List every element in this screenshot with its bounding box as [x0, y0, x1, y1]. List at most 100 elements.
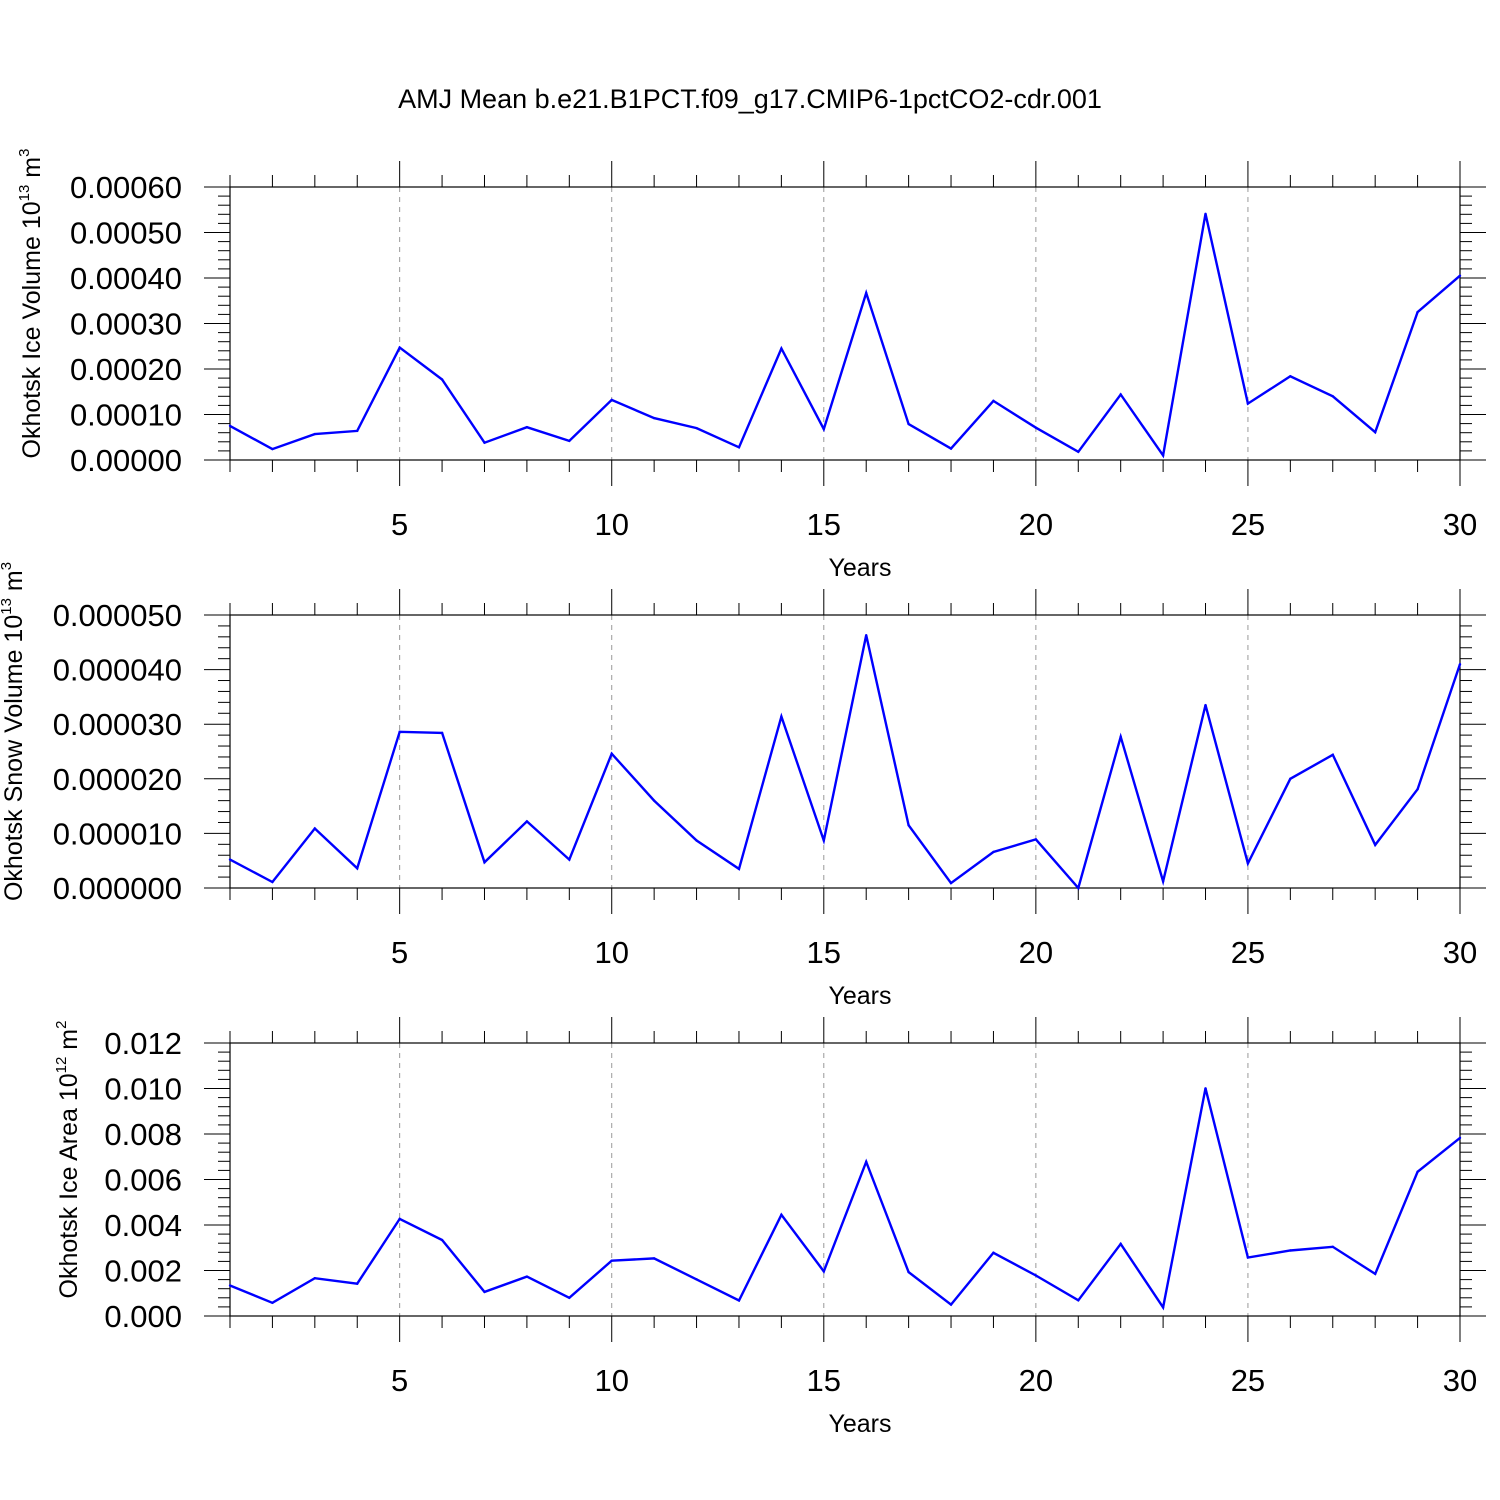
data-point: [1373, 843, 1377, 847]
panel-3: 5 10 15 20 25 30 Years 0.000 0.002 0.004 0.006 0.00…: [53, 1017, 1486, 1438]
x-tick-label: 30: [1443, 507, 1477, 542]
x-axis-label: Years: [828, 982, 891, 1010]
data-point: [356, 429, 359, 433]
data-point: [398, 730, 401, 734]
data-point: [440, 378, 444, 381]
y-tick-label: 0.000050: [53, 598, 182, 633]
data-point: [1077, 450, 1080, 454]
data-point: [610, 398, 613, 402]
panel-2: 5 10 15 20 25 30 Years 0.000000 0.000010 0.000020…: [0, 562, 1486, 1010]
y-tick-label: 0.006: [104, 1163, 182, 1198]
data-point: [652, 1257, 656, 1260]
x-axis-label: Years: [828, 1410, 891, 1438]
data-point: [1331, 753, 1334, 756]
y-tick-label: 0.00020: [70, 352, 182, 387]
y-tick-label: 0.000010: [53, 816, 182, 851]
data-point: [1373, 1272, 1377, 1276]
y-axis-label: Okhotsk Ice Volume 1013 m3: [16, 149, 46, 459]
data-point: [271, 1301, 274, 1305]
data-point: [1331, 395, 1334, 398]
data-point: [483, 861, 486, 864]
data-point: [737, 1299, 741, 1302]
data-point: [1289, 777, 1292, 780]
data-point: [271, 880, 274, 884]
x-tick-label: 5: [391, 935, 408, 970]
data-point: [1204, 703, 1207, 707]
data-point: [1034, 1274, 1038, 1277]
x-tick-label: 20: [1019, 1363, 1053, 1398]
data-point: [1458, 1136, 1462, 1140]
y-tick-label: 0.00040: [70, 261, 182, 296]
data-point: [398, 1217, 401, 1221]
data-point: [822, 427, 825, 431]
data-point: [652, 799, 656, 802]
x-tick-label: 30: [1443, 935, 1477, 970]
data-point: [907, 422, 910, 426]
data-point: [483, 441, 486, 444]
data-point: [568, 1296, 571, 1300]
y-tick-label: 0.00060: [70, 170, 182, 205]
plot-frame: [229, 186, 1461, 461]
data-point: [695, 426, 698, 430]
data-point: [1458, 274, 1462, 277]
data-point: [865, 291, 868, 295]
data-point: [1161, 880, 1165, 883]
data-point: [1246, 1256, 1250, 1259]
data-point: [313, 827, 317, 830]
data-point: [737, 867, 741, 871]
plot-frame: [229, 614, 1461, 889]
series-line: [229, 213, 1461, 459]
data-point: [228, 1284, 232, 1287]
data-point: [228, 858, 232, 861]
data-point: [1458, 662, 1462, 666]
x-tick-label: 30: [1443, 1363, 1477, 1398]
y-tick-label: 0.000030: [53, 707, 182, 742]
data-point: [949, 447, 953, 450]
x-tick-label: 10: [594, 507, 628, 542]
data-point: [907, 1270, 910, 1274]
chart-title: AMJ Mean b.e21.B1PCT.f09_g17.CMIP6-1pctC…: [398, 84, 1102, 114]
data-point: [695, 1278, 698, 1281]
data-point: [907, 824, 910, 827]
data-point: [1204, 212, 1207, 216]
data-point: [949, 1303, 953, 1306]
data-point: [992, 1251, 995, 1254]
data-point: [356, 1282, 359, 1285]
y-tick-label: 0.010: [104, 1072, 182, 1107]
x-tick-label: 15: [807, 1363, 841, 1398]
y-tick-label: 0.000040: [53, 653, 182, 688]
data-point: [228, 424, 232, 428]
data-point: [525, 426, 529, 429]
data-point: [1077, 1299, 1080, 1302]
data-point: [440, 731, 444, 735]
x-tick-label: 20: [1019, 935, 1053, 970]
data-point: [780, 347, 783, 350]
data-point: [1416, 787, 1419, 791]
y-axis-label: Okhotsk Ice Area 1012 m2: [53, 1021, 83, 1299]
y-axis-label: Okhotsk Snow Volume 1013 m3: [0, 562, 28, 901]
data-point: [652, 416, 656, 420]
data-point: [865, 1160, 868, 1163]
data-point: [822, 839, 825, 842]
data-point: [440, 1238, 444, 1242]
data-point: [356, 867, 359, 870]
x-tick-label: 5: [391, 1363, 408, 1398]
y-tick-label: 0.00030: [70, 307, 182, 342]
data-point: [525, 820, 529, 823]
data-point: [1034, 426, 1038, 429]
y-tick-label: 0.00010: [70, 398, 182, 433]
data-point: [1246, 402, 1250, 405]
data-point: [568, 439, 571, 443]
x-tick-label: 15: [807, 935, 841, 970]
data-point: [568, 858, 571, 861]
data-point: [610, 1259, 613, 1262]
y-tick-label: 0.000020: [53, 762, 182, 797]
data-point: [398, 346, 401, 349]
series-line: [229, 1088, 1461, 1311]
x-tick-label: 15: [807, 507, 841, 542]
y-tick-label: 0.004: [104, 1208, 182, 1243]
data-point: [695, 839, 698, 842]
x-tick-label: 10: [594, 1363, 628, 1398]
data-point: [1119, 1242, 1122, 1246]
data-point: [1416, 1170, 1419, 1173]
